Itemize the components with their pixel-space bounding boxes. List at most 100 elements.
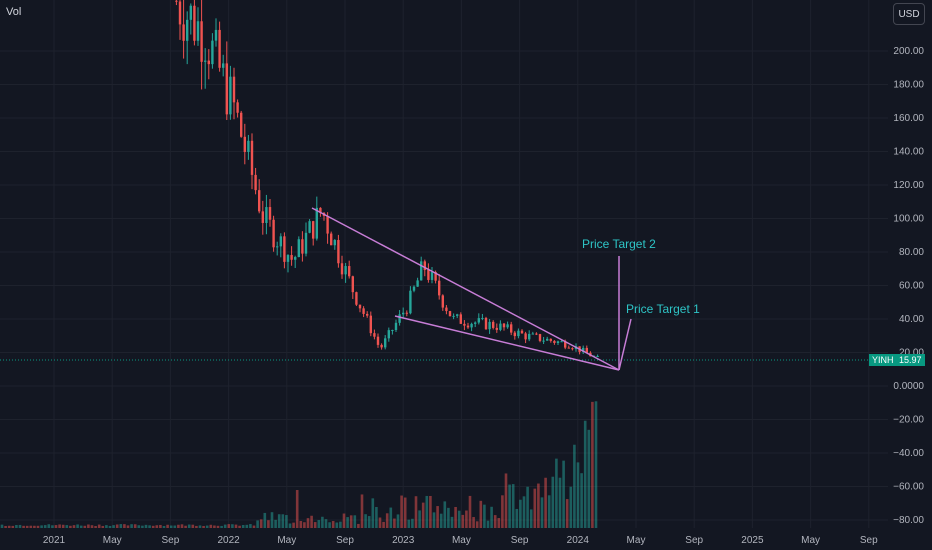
volume-bar — [450, 516, 454, 528]
volume-bar — [479, 500, 483, 528]
volume-bar — [213, 525, 216, 528]
target-1-label: Price Target 1 — [626, 302, 700, 316]
candle-body — [384, 338, 387, 348]
candle-body — [387, 330, 390, 339]
candle-body — [351, 276, 354, 293]
x-tick-label: Sep — [511, 535, 529, 546]
volume-bar — [425, 495, 429, 528]
volume-bar — [292, 522, 295, 528]
candle-body — [366, 313, 369, 316]
volume-bar — [331, 521, 335, 528]
candle-body — [308, 221, 311, 233]
volume-bar — [497, 518, 501, 528]
candle-body — [312, 221, 315, 239]
candle-body — [315, 207, 318, 239]
candle-body — [409, 290, 412, 314]
volume-bar — [76, 524, 79, 528]
volume-bar — [108, 525, 112, 528]
volume-bar — [522, 496, 526, 528]
candle-body — [362, 308, 365, 314]
volume-bar — [389, 507, 393, 528]
volume-bar — [349, 515, 353, 528]
volume-bar — [439, 513, 443, 528]
volume-bar — [69, 525, 72, 528]
candle-body — [499, 323, 502, 330]
candle-body — [189, 5, 192, 20]
candle-body — [214, 29, 218, 41]
volume-bar — [403, 497, 407, 528]
volume-bar — [141, 525, 144, 528]
x-tick-label: 2024 — [567, 535, 590, 546]
volume-bar — [382, 521, 385, 528]
volume-bar — [115, 524, 119, 528]
candle-body — [492, 321, 495, 328]
candle-body — [369, 315, 372, 334]
wedge-lower-line — [394, 315, 620, 371]
volume-bar — [357, 523, 360, 528]
volume-bar — [396, 514, 400, 528]
candle-body — [553, 340, 556, 343]
candle-body — [456, 314, 459, 316]
y-tick-label: 180.00 — [893, 80, 924, 91]
volume-bar — [51, 525, 54, 528]
volume-bar — [274, 519, 277, 528]
candle-body — [452, 315, 455, 317]
candle-body — [207, 60, 210, 65]
volume-bar — [367, 516, 371, 528]
volume-bar — [573, 444, 576, 528]
volume-bar — [159, 524, 162, 528]
volume-bar — [184, 525, 187, 528]
volume-bar — [105, 525, 108, 528]
candle-body — [445, 307, 448, 312]
candle-body — [430, 272, 434, 280]
candle-body — [585, 347, 588, 353]
volume-indicator-label: Vol — [6, 6, 22, 18]
volume-bar — [22, 525, 25, 528]
candle-body — [286, 255, 290, 262]
candle-body — [423, 261, 426, 270]
x-tick-label: 2021 — [43, 535, 66, 546]
candle-body — [283, 236, 286, 262]
y-tick-label: −20.00 — [893, 415, 924, 426]
volume-bar — [267, 520, 270, 528]
volume-bar — [295, 490, 299, 528]
volume-bar — [277, 514, 281, 528]
currency-button[interactable]: USD — [893, 3, 925, 25]
volume-bar — [281, 514, 285, 528]
candle-body — [556, 341, 560, 343]
volume-bar — [511, 484, 515, 528]
volume-bar — [220, 525, 223, 528]
volume-bar — [288, 523, 292, 528]
candle-body — [546, 338, 549, 341]
x-tick-label: 2023 — [392, 535, 415, 546]
x-tick-label: 2025 — [741, 535, 764, 546]
symbol-badge: YINH — [869, 354, 897, 366]
volume-bar — [227, 524, 231, 528]
volume-bar — [15, 525, 18, 528]
volume-bar — [79, 525, 83, 528]
candle-body — [376, 336, 380, 345]
volume-bar — [148, 525, 151, 528]
volume-bar — [465, 510, 468, 528]
candle-body — [326, 215, 329, 234]
target-2-label: Price Target 2 — [582, 237, 656, 251]
volume-bar — [137, 525, 141, 528]
candle-body — [596, 355, 599, 357]
candle-body — [513, 332, 516, 337]
volume-bar — [414, 496, 418, 528]
candle-body — [448, 311, 452, 317]
volume-bar — [72, 525, 76, 528]
y-tick-label: 200.00 — [893, 46, 924, 57]
candle-body — [344, 266, 347, 275]
x-tick-label: May — [277, 535, 296, 546]
candle-body — [355, 292, 358, 305]
candle-body — [459, 314, 462, 324]
candle-body — [528, 333, 531, 340]
candle-body — [560, 341, 563, 343]
candle-body — [258, 190, 261, 212]
volume-bar — [166, 524, 169, 528]
volume-bar — [411, 518, 414, 528]
volume-bar — [447, 507, 450, 528]
